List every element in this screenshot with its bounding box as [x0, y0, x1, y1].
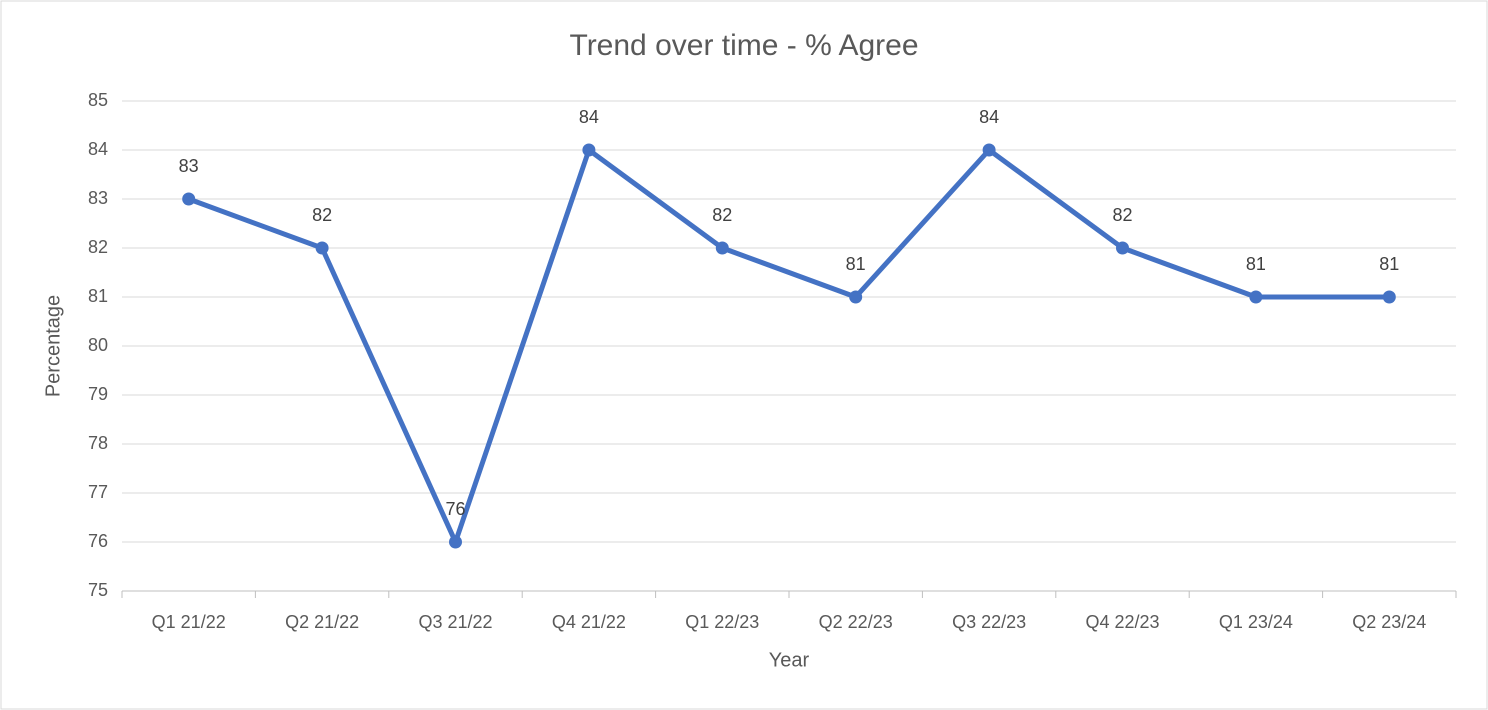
- point: [1249, 290, 1263, 304]
- y-tick-label: 81: [88, 286, 108, 306]
- y-tick-label: 76: [88, 531, 108, 551]
- data-label: 82: [712, 205, 732, 225]
- point: [315, 241, 329, 255]
- y-tick-label: 84: [88, 139, 108, 159]
- y-tick-label: 78: [88, 433, 108, 453]
- y-tick-label: 75: [88, 580, 108, 600]
- x-tick-label: Q2 23/24: [1352, 612, 1426, 632]
- y-tick-label: 83: [88, 188, 108, 208]
- data-label: 82: [1112, 205, 1132, 225]
- data-label: 81: [846, 254, 866, 274]
- x-tick-label: Q2 22/23: [819, 612, 893, 632]
- x-tick-label: Q3 22/23: [952, 612, 1026, 632]
- point: [715, 241, 729, 255]
- x-tick-label: Q3 21/22: [418, 612, 492, 632]
- point: [1382, 290, 1396, 304]
- data-label: 84: [979, 107, 999, 127]
- data-label: 76: [445, 499, 465, 519]
- point: [1116, 241, 1129, 255]
- y-tick-label: 80: [88, 335, 108, 355]
- data-label: 81: [1379, 254, 1399, 274]
- x-tick-label: Q1 21/22: [152, 612, 226, 632]
- point: [182, 192, 196, 206]
- point: [849, 290, 863, 304]
- data-label: 82: [312, 205, 332, 225]
- line: [187, 147, 1390, 545]
- data-label: 83: [179, 156, 199, 176]
- point: [449, 535, 462, 549]
- y-tick-label: 77: [88, 482, 108, 502]
- chart-title: Trend over time - % Agree: [569, 29, 918, 62]
- y-tick-label: 82: [88, 237, 108, 257]
- data-label: 81: [1246, 254, 1266, 274]
- point: [582, 143, 596, 157]
- y-tick-label: 79: [88, 384, 108, 404]
- y-axis-title: Percentage: [42, 295, 64, 397]
- point: [982, 143, 996, 157]
- x-tick-label: Q2 21/22: [285, 612, 359, 632]
- data-label: 84: [579, 107, 599, 127]
- x-tick-label: Q1 23/24: [1219, 612, 1293, 632]
- x-axis-title: Year: [769, 649, 810, 671]
- y-tick-label: 85: [88, 90, 108, 110]
- x-tick-label: Q1 22/23: [685, 612, 759, 632]
- x-tick-label: Q4 22/23: [1085, 612, 1159, 632]
- x-tick-label: Q4 21/22: [552, 612, 626, 632]
